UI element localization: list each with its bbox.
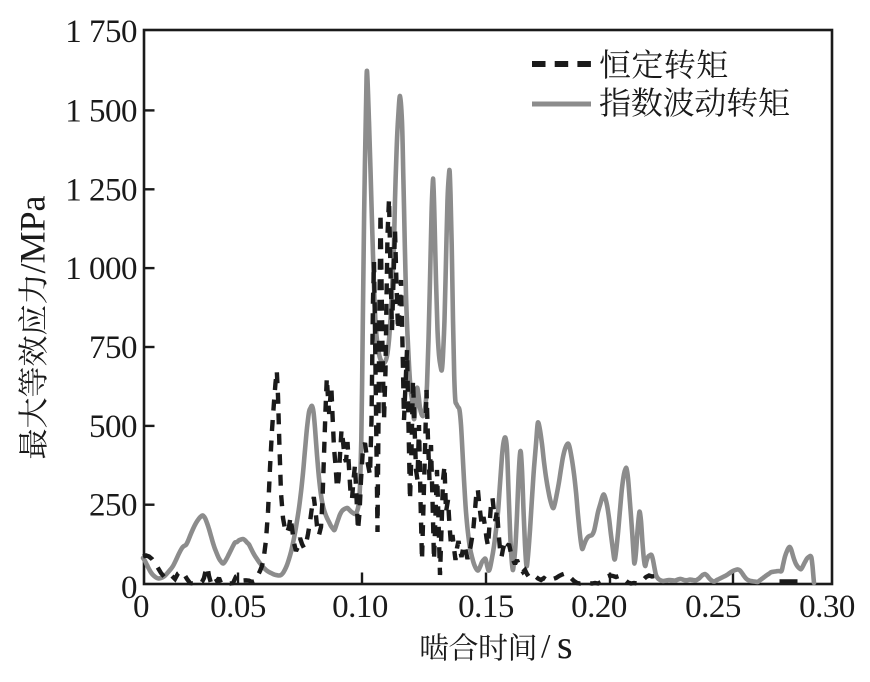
svg-text:0.25: 0.25 xyxy=(685,589,741,625)
svg-text:0: 0 xyxy=(133,589,149,625)
svg-text:/MPa: /MPa xyxy=(12,195,52,273)
svg-text:1 750: 1 750 xyxy=(65,14,137,50)
svg-text:1 000: 1 000 xyxy=(65,251,137,287)
svg-text:1 500: 1 500 xyxy=(65,94,137,130)
svg-text:750: 750 xyxy=(89,330,137,366)
svg-text:0.30: 0.30 xyxy=(799,589,855,625)
svg-text:0.05: 0.05 xyxy=(210,589,266,625)
svg-text:/: / xyxy=(541,628,551,665)
svg-text:0: 0 xyxy=(121,570,137,606)
svg-text:s: s xyxy=(557,622,573,667)
svg-text:250: 250 xyxy=(89,488,137,524)
svg-text:500: 500 xyxy=(89,409,137,445)
svg-text:1 250: 1 250 xyxy=(65,173,137,209)
svg-text:0.10: 0.10 xyxy=(332,589,388,625)
svg-text:0.20: 0.20 xyxy=(571,589,627,625)
svg-text:0.15: 0.15 xyxy=(458,589,514,625)
